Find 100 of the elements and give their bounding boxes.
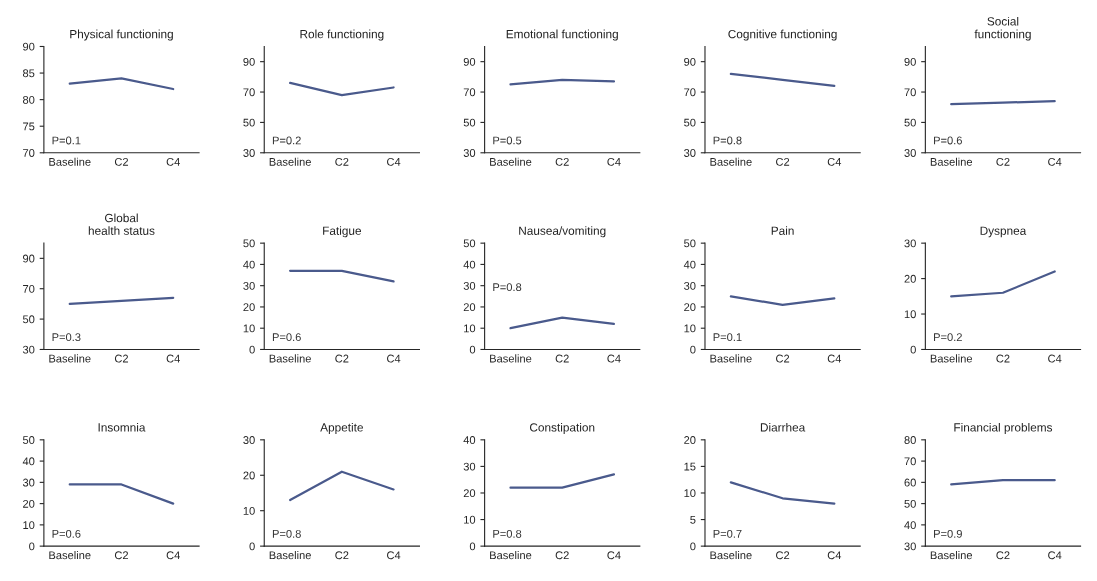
y-tick-label: 30 <box>243 149 255 157</box>
y-tick-label: 20 <box>684 303 696 312</box>
y-tick-label: 30 <box>904 542 916 551</box>
annotation: P=0.6 <box>272 333 301 342</box>
y-tick-label: 20 <box>463 489 476 498</box>
y-tick-label: 5 <box>690 515 696 524</box>
x-tick-label: C2 <box>776 354 790 363</box>
y-tick-label: 75 <box>23 122 35 131</box>
y-tick-label: 10 <box>23 521 35 530</box>
y-tick-label: 70 <box>904 457 916 466</box>
annotation: P=0.2 <box>272 136 301 145</box>
annotation: P=0.7 <box>713 529 742 538</box>
y-tick-label: 30 <box>243 281 255 290</box>
chart-title: Diarrhea <box>760 422 806 432</box>
chart-title: Financial problems <box>954 422 1053 434</box>
y-tick-label: 40 <box>683 260 696 269</box>
annotation: P=0.6 <box>934 136 962 145</box>
y-tick-label: 70 <box>904 88 916 97</box>
y-tick-label: 0 <box>469 542 476 551</box>
y-tick-label: 60 <box>904 478 916 487</box>
x-tick-label: C4 <box>1048 551 1062 560</box>
chart-title: Insomnia <box>98 422 146 432</box>
chart-title: Fatigue <box>323 226 362 238</box>
x-tick-label: C2 <box>776 551 790 560</box>
x-tick-label: C4 <box>827 354 842 363</box>
y-tick-label: 50 <box>684 239 696 248</box>
x-tick-label: C4 <box>607 354 621 363</box>
y-tick-label: 0 <box>249 542 255 551</box>
x-tick-label: C2 <box>555 551 569 560</box>
y-tick-label: 20 <box>23 499 35 508</box>
x-tick-label: C2 <box>776 157 790 166</box>
y-tick-label: 90 <box>23 42 35 51</box>
y-tick-label: 0 <box>249 345 255 354</box>
y-tick-label: 70 <box>23 284 35 293</box>
annotation: P=0.1 <box>713 333 742 342</box>
x-tick-label: C4 <box>387 157 401 166</box>
x-tick-label: Baseline <box>710 354 752 363</box>
y-tick-label: 90 <box>243 57 255 66</box>
x-tick-label: C4 <box>607 157 621 166</box>
annotation: P=0.8 <box>493 283 522 292</box>
y-tick-label: 90 <box>684 57 696 66</box>
x-tick-label: C2 <box>114 157 129 166</box>
chart-title: Role functioning <box>300 29 384 41</box>
x-tick-label: C2 <box>996 551 1010 560</box>
x-tick-label: Baseline <box>490 551 532 560</box>
x-tick-label: C4 <box>166 551 180 560</box>
x-tick-label: C4 <box>387 354 401 363</box>
x-tick-label: C2 <box>555 354 569 363</box>
x-tick-label: C2 <box>114 354 129 363</box>
y-tick-label: 30 <box>22 345 35 354</box>
chart-title: Cognitive functioning <box>728 29 837 41</box>
y-tick-label: 10 <box>904 310 916 319</box>
x-tick-label: C2 <box>335 157 349 166</box>
y-tick-label: 40 <box>22 457 35 466</box>
y-tick-label: 10 <box>684 324 696 333</box>
annotation: P=0.8 <box>713 136 742 145</box>
y-tick-label: 20 <box>243 471 255 480</box>
chart-title: Pain <box>771 226 794 235</box>
x-tick-label: Baseline <box>269 157 311 166</box>
x-tick-label: C4 <box>166 354 180 363</box>
x-tick-label: Baseline <box>49 157 91 166</box>
x-tick-label: C4 <box>607 551 621 560</box>
x-tick-label: Baseline <box>710 551 752 560</box>
y-tick-label: 0 <box>690 542 696 551</box>
annotation: P=0.9 <box>934 529 962 538</box>
y-tick-label: 80 <box>904 436 916 444</box>
x-tick-label: Baseline <box>269 354 311 363</box>
y-tick-label: 0 <box>29 542 35 551</box>
y-tick-label: 90 <box>463 57 476 66</box>
y-tick-label: 80 <box>22 95 35 104</box>
x-tick-label: Baseline <box>490 354 532 363</box>
x-tick-label: C4 <box>827 551 842 560</box>
x-tick-label: Baseline <box>710 157 752 166</box>
y-tick-label: 10 <box>243 506 255 515</box>
chart-title: Constipation <box>530 422 595 434</box>
annotation: P=0.3 <box>52 333 81 342</box>
y-tick-label: 70 <box>463 88 476 97</box>
x-tick-label: C4 <box>1048 157 1062 166</box>
x-tick-label: C2 <box>996 157 1010 166</box>
y-tick-label: 50 <box>22 315 35 324</box>
x-tick-label: C4 <box>166 157 180 166</box>
y-tick-label: 20 <box>463 303 476 312</box>
x-tick-label: Baseline <box>930 157 973 166</box>
annotation: P=0.5 <box>493 136 522 145</box>
y-tick-label: 90 <box>904 57 916 66</box>
y-tick-label: 30 <box>243 436 255 444</box>
x-tick-label: Baseline <box>49 551 91 560</box>
y-tick-label: 50 <box>463 118 476 127</box>
y-tick-label: 50 <box>22 436 35 444</box>
chart-title: Appetite <box>320 422 363 434</box>
y-tick-label: 30 <box>22 478 35 487</box>
chart-title: Global health status <box>88 213 155 235</box>
y-tick-label: 15 <box>684 462 696 471</box>
x-tick-label: C4 <box>827 157 842 166</box>
annotation: P=0.1 <box>52 136 81 145</box>
y-tick-label: 50 <box>904 118 916 127</box>
x-tick-label: C4 <box>1048 354 1062 363</box>
y-tick-label: 50 <box>243 118 255 127</box>
chart-title: Physical functioning <box>70 29 173 41</box>
y-tick-label: 20 <box>904 274 916 283</box>
